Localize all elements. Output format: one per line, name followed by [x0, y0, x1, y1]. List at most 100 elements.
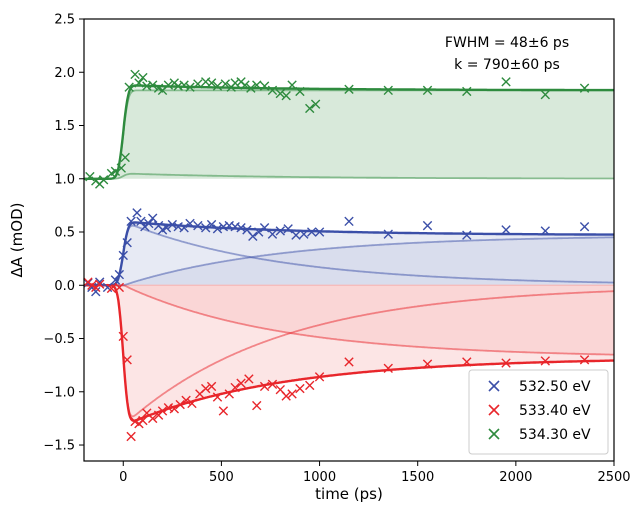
data-point [422, 220, 433, 231]
x-tick-label: 1500 [401, 470, 434, 485]
x-tick-label: 0 [119, 470, 127, 485]
marker-stroke [283, 224, 293, 234]
data-point [540, 226, 550, 236]
data-point [283, 224, 293, 234]
component-curve [84, 284, 614, 418]
marker-stroke [206, 78, 217, 88]
x-axis-label: time (ps) [315, 485, 383, 503]
data-point [206, 219, 217, 230]
data-point [169, 404, 179, 414]
data-point [287, 80, 297, 90]
marker-stroke [230, 382, 240, 393]
data-point [252, 400, 262, 411]
component-curve [84, 236, 614, 287]
data-point [138, 415, 148, 426]
data-point [134, 78, 144, 88]
marker-stroke [173, 81, 183, 91]
marker-stroke [422, 85, 433, 96]
data-point [281, 391, 291, 401]
marker-stroke [206, 381, 217, 392]
marker-stroke [252, 80, 262, 90]
marker-stroke [163, 80, 174, 90]
marker-stroke [167, 219, 178, 230]
marker-stroke [275, 226, 285, 236]
marker-stroke [161, 223, 172, 233]
data-point [579, 355, 590, 365]
data-point [275, 226, 285, 236]
fill-534-30-eV [84, 85, 614, 179]
data-point [116, 163, 126, 173]
data-point [501, 358, 511, 368]
marker-stroke [230, 78, 240, 88]
marker-stroke [110, 166, 121, 176]
marker-stroke [187, 398, 197, 409]
marker-stroke [132, 208, 142, 218]
marker-stroke [244, 374, 254, 384]
y-tick-label: 2.0 [54, 66, 75, 81]
marker-stroke [120, 152, 130, 163]
data-point [462, 230, 472, 240]
component-fill [84, 237, 614, 286]
marker-stroke [259, 81, 270, 91]
y-tick-label: −0.5 [43, 332, 75, 347]
data-point [163, 80, 174, 90]
data-point [314, 372, 325, 382]
marker-stroke [218, 221, 229, 232]
marker-stroke [118, 331, 128, 342]
marker-stroke [254, 227, 264, 237]
marker-stroke [305, 103, 315, 114]
marker-stroke [383, 363, 393, 374]
data-point [201, 383, 211, 394]
data-point [220, 79, 231, 89]
marker-stroke [422, 359, 433, 369]
component-curve [84, 172, 614, 180]
data-point [252, 80, 262, 90]
data-point [383, 363, 393, 374]
marker-stroke [275, 384, 285, 395]
data-point [175, 399, 185, 410]
data-point [259, 381, 270, 392]
y-tick-label: 2.5 [54, 13, 75, 28]
component-fills [84, 85, 614, 421]
marker-stroke [114, 282, 125, 293]
marker-stroke [259, 381, 270, 392]
data-point [126, 431, 136, 442]
marker-stroke [248, 231, 258, 241]
marker-stroke [110, 275, 121, 285]
marker-stroke [212, 224, 223, 234]
data-point [148, 213, 158, 223]
rate-annotation: k = 790±60 ps [454, 57, 560, 73]
data-point [95, 277, 105, 287]
data-point [126, 216, 136, 227]
fwhm-annotation: FWHM = 48±6 ps [445, 35, 569, 51]
marker-stroke [91, 286, 101, 297]
x-tick-label: 2000 [499, 470, 532, 485]
data-point [501, 77, 511, 87]
data-point [110, 275, 121, 285]
data-point [185, 218, 195, 229]
data-point [167, 219, 178, 230]
marker-stroke [275, 88, 285, 99]
component-curve [84, 224, 615, 287]
marker-stroke [212, 81, 223, 91]
y-tick-label: 1.0 [54, 172, 75, 187]
data-point [212, 81, 223, 91]
data-point [161, 223, 172, 233]
marker-stroke [185, 82, 195, 92]
data-point [179, 223, 189, 233]
marker-stroke [124, 82, 134, 92]
marker-stroke [179, 223, 189, 233]
x-axis-ticks: 0 500 1000 1500 2000 2500 [119, 461, 631, 485]
marker-stroke [193, 79, 203, 89]
data-point [236, 378, 246, 388]
data-point [383, 85, 393, 96]
marker-stroke [422, 220, 433, 231]
data-point [130, 69, 140, 80]
marker-stroke [540, 356, 550, 366]
x-tick-label: 500 [209, 470, 234, 485]
marker-stroke [344, 84, 354, 94]
marker-stroke [175, 399, 185, 410]
y-tick-label: −1.5 [43, 439, 75, 454]
marker-stroke [540, 89, 550, 100]
marker-stroke [236, 378, 246, 388]
